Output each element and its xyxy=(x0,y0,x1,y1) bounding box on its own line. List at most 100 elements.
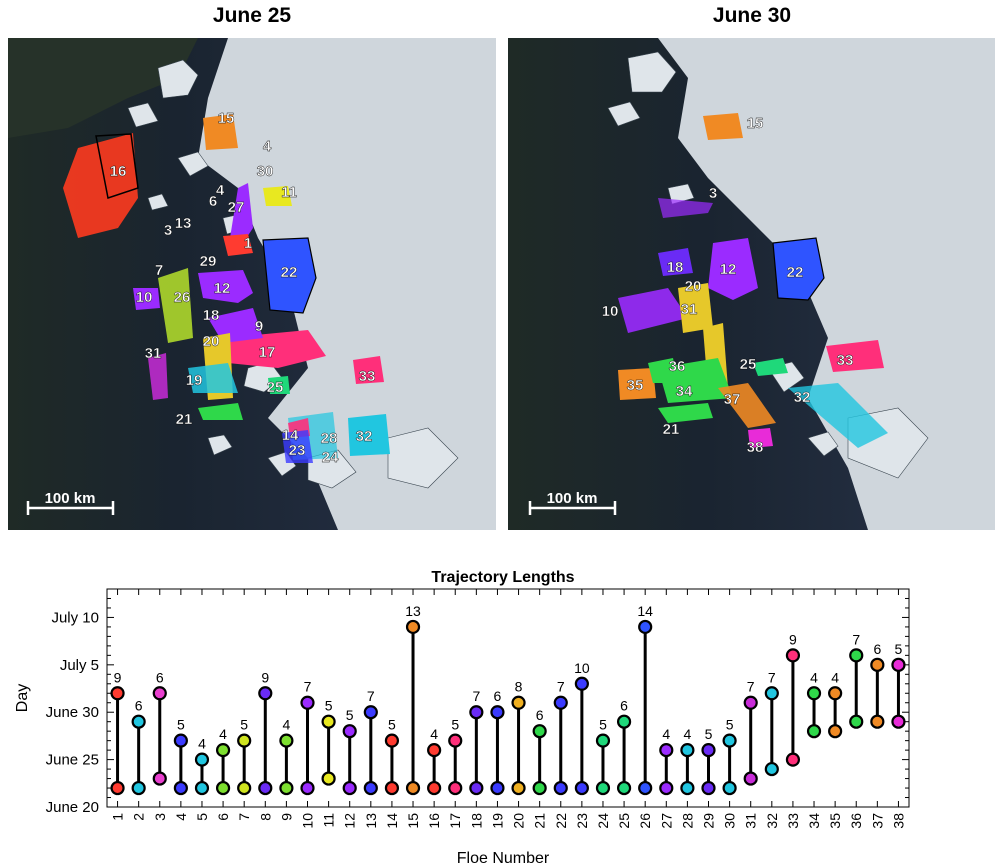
trajectory-start-point xyxy=(553,780,568,796)
floe-label: 17 xyxy=(259,344,276,361)
trajectory-start-point xyxy=(701,780,716,796)
y-tick-label: July 5 xyxy=(60,657,99,674)
length-label: 5 xyxy=(177,717,185,733)
floe-label: 14 xyxy=(282,427,299,444)
trajectory-end-point xyxy=(722,733,737,748)
length-label: 5 xyxy=(895,641,903,657)
floe-label: 4 xyxy=(263,138,272,155)
floe-overlays xyxy=(63,114,390,463)
length-label: 7 xyxy=(367,688,375,704)
x-tick-label: 20 xyxy=(511,813,527,829)
trajectory-start-point xyxy=(722,780,737,796)
x-tick-label: 30 xyxy=(722,813,738,829)
floe-number-labels: 15 3 18 12 22 20 10 31 33 36 25 35 34 37… xyxy=(601,115,853,456)
length-label: 7 xyxy=(768,669,776,685)
floe-label: 26 xyxy=(174,289,191,306)
y-tick-label: July 10 xyxy=(51,609,99,626)
floe-label: 19 xyxy=(186,372,203,389)
floe-label: 32 xyxy=(794,389,811,406)
trajectory-start-point xyxy=(743,771,758,786)
x-tick-label: 32 xyxy=(764,813,780,829)
chart-title: Trajectory Lengths xyxy=(431,569,574,586)
satellite-image-june-25: 16 15 4 30 11 4 6 27 13 3 1 29 22 7 12 1… xyxy=(8,38,496,530)
length-label: 5 xyxy=(388,717,396,733)
y-axis-ticks: June 20 June 25 June 30 July 5 July 10 xyxy=(46,588,909,816)
floe-label: 23 xyxy=(289,442,306,459)
floe-label: 7 xyxy=(155,262,163,279)
floe-label: 29 xyxy=(200,253,217,270)
trajectory-start-point xyxy=(490,780,505,796)
length-label: 14 xyxy=(637,603,653,619)
length-label: 6 xyxy=(494,688,502,704)
floe-label: 20 xyxy=(203,333,220,350)
trajectory-end-point xyxy=(891,657,906,672)
x-tick-label: 22 xyxy=(553,813,569,829)
x-tick-label: 9 xyxy=(278,813,294,821)
floe-label: 3 xyxy=(709,185,717,202)
x-tick-label: 27 xyxy=(658,813,674,829)
x-tick-label: 10 xyxy=(300,813,316,829)
trajectory-end-point xyxy=(870,657,885,672)
floe-label: 35 xyxy=(627,377,644,394)
trajectory-end-point xyxy=(173,733,188,748)
length-label: 7 xyxy=(557,679,565,695)
length-label: 9 xyxy=(789,631,797,647)
length-label: 6 xyxy=(156,669,164,685)
trajectory-end-point xyxy=(743,695,758,710)
trajectory-end-point xyxy=(237,733,252,748)
trajectory-start-point xyxy=(237,780,252,796)
x-tick-label: 2 xyxy=(131,813,147,821)
trajectory-lengths-chart: Trajectory Lengths Day Floe Number June … xyxy=(14,569,910,865)
y-tick-label: June 25 xyxy=(46,752,99,769)
y-tick-label: June 30 xyxy=(46,704,99,721)
x-axis-label: Floe Number xyxy=(457,850,550,865)
length-label: 13 xyxy=(405,603,421,619)
length-label: 9 xyxy=(261,669,269,685)
length-label: 5 xyxy=(240,717,248,733)
trajectory-end-point xyxy=(321,714,336,729)
x-tick-label: 31 xyxy=(743,813,759,829)
x-tick-label: 36 xyxy=(848,813,864,829)
floe-label: 22 xyxy=(281,264,298,281)
trajectory-start-point xyxy=(194,780,210,796)
x-tick-label: 3 xyxy=(152,813,168,821)
scale-bar: 100 km xyxy=(528,490,617,515)
trajectory-end-point xyxy=(194,752,210,767)
floe-label: 34 xyxy=(676,383,693,400)
trajectory-start-point xyxy=(110,780,125,796)
y-axis-label: Day xyxy=(14,684,31,712)
trajectory-start-point xyxy=(659,780,674,796)
floe-label: 33 xyxy=(359,368,376,385)
x-tick-label: 26 xyxy=(637,813,653,829)
floe-label: 3 xyxy=(164,222,172,239)
floe-label: 9 xyxy=(255,318,263,335)
trajectory-start-point xyxy=(405,780,421,796)
trajectory-start-point xyxy=(448,780,463,796)
floe-label: 20 xyxy=(685,278,702,295)
x-tick-label: 28 xyxy=(679,813,695,829)
trajectory-end-point xyxy=(574,676,589,691)
trajectory-end-point xyxy=(279,733,294,748)
length-label: 5 xyxy=(726,717,734,733)
length-label: 4 xyxy=(430,726,438,742)
x-tick-label: 17 xyxy=(447,813,463,829)
trajectory-end-point xyxy=(659,743,674,758)
trajectory-end-point xyxy=(828,686,843,701)
trajectory-end-point xyxy=(384,733,400,748)
x-tick-label: 6 xyxy=(215,813,231,821)
trajectory-start-point xyxy=(258,780,273,796)
trajectory-start-point xyxy=(595,780,611,796)
floe-label: 37 xyxy=(724,391,741,408)
x-tick-label: 11 xyxy=(321,813,337,828)
y-tick-label: June 20 xyxy=(46,799,99,816)
trajectory-end-point xyxy=(342,724,357,739)
trajectory-end-point xyxy=(701,743,716,758)
floe-number-labels: 16 15 4 30 11 4 6 27 13 3 1 29 22 7 12 1… xyxy=(109,110,376,466)
trajectory-start-point xyxy=(616,780,632,796)
floe-label: 1 xyxy=(244,235,252,252)
trajectory-start-point xyxy=(469,780,484,796)
trajectory-start-point xyxy=(891,714,906,729)
floe-label: 38 xyxy=(747,439,764,456)
floe-label: 12 xyxy=(214,280,231,297)
trajectory-end-point xyxy=(427,743,442,758)
